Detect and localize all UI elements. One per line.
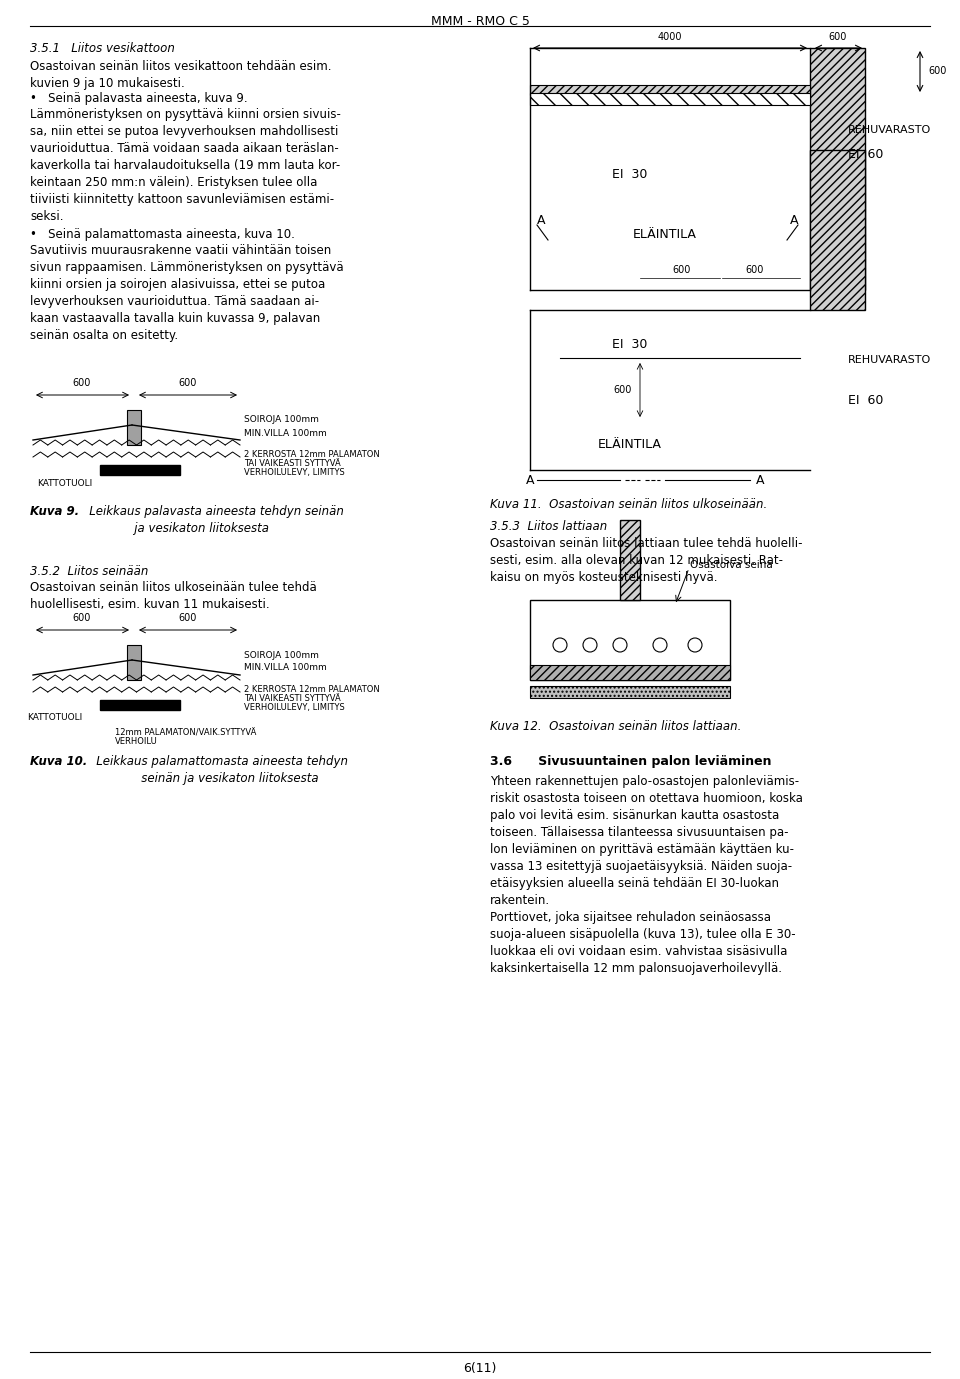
Text: 3.5.3  Liitos lattiaan: 3.5.3 Liitos lattiaan: [490, 520, 608, 534]
Text: EI  30: EI 30: [612, 168, 648, 182]
Text: VERHOILULEVY, LIMITYS: VERHOILULEVY, LIMITYS: [244, 703, 345, 712]
Text: Osastoivan seinän liitos vesikattoon tehdään esim.
kuvien 9 ja 10 mukaisesti.: Osastoivan seinän liitos vesikattoon teh…: [30, 61, 331, 90]
Bar: [127, 645, 141, 680]
Text: VERHOILU: VERHOILU: [115, 736, 157, 746]
Text: Savutiivis muurausrakenne vaatii vähintään toisen
sivun rappaamisen. Lämmönerist: Savutiivis muurausrakenne vaatii vähintä…: [30, 244, 344, 342]
Text: 600: 600: [73, 614, 91, 623]
Bar: [810, 150, 865, 310]
Text: 12mm PALAMATON/VAIK.SYTTYVÄ: 12mm PALAMATON/VAIK.SYTTYVÄ: [115, 728, 256, 736]
Text: Lämmöneristyksen on pysyttävä kiinni orsien sivuis-
sa, niin ettei se putoa levy: Lämmöneristyksen on pysyttävä kiinni ors…: [30, 108, 341, 223]
Text: MMM - RMO C 5: MMM - RMO C 5: [431, 15, 529, 28]
Bar: [530, 92, 810, 105]
Text: MIN.VILLA 100mm: MIN.VILLA 100mm: [244, 429, 326, 437]
Bar: [530, 685, 730, 698]
Text: 6(11): 6(11): [464, 1362, 496, 1375]
Text: A: A: [756, 473, 764, 487]
Text: Kuva 11.  Osastoivan seinän liitos ulkoseinään.: Kuva 11. Osastoivan seinän liitos ulkose…: [490, 498, 767, 512]
Text: REHUVARASTO: REHUVARASTO: [848, 354, 931, 365]
Text: 600: 600: [73, 378, 91, 387]
Text: Kuva 9.: Kuva 9.: [30, 505, 79, 519]
Text: 2 KERROSTA 12mm PALAMATON: 2 KERROSTA 12mm PALAMATON: [244, 685, 380, 694]
Text: Osastoivan seinän liitos ulkoseinään tulee tehdä
huolellisesti, esim. kuvan 11 m: Osastoivan seinän liitos ulkoseinään tul…: [30, 581, 317, 611]
Text: •   Seinä palamattomasta aineesta, kuva 10.: • Seinä palamattomasta aineesta, kuva 10…: [30, 228, 295, 241]
Text: 2 KERROSTA 12mm PALAMATON: 2 KERROSTA 12mm PALAMATON: [244, 450, 380, 459]
Text: Kuva 10.: Kuva 10.: [30, 754, 87, 768]
Text: SOIROJA 100mm: SOIROJA 100mm: [244, 651, 319, 659]
Text: Leikkaus palamattomasta aineesta tehdyn
               seinän ja vesikaton liito: Leikkaus palamattomasta aineesta tehdyn …: [85, 754, 348, 785]
Bar: [100, 465, 180, 474]
Text: 600: 600: [179, 614, 197, 623]
Text: A: A: [789, 214, 798, 226]
Text: ELÄINTILA: ELÄINTILA: [633, 229, 697, 241]
Text: 600: 600: [828, 32, 847, 41]
Text: 600: 600: [928, 66, 947, 76]
Text: A: A: [537, 214, 545, 226]
Bar: [100, 701, 180, 710]
Bar: [530, 85, 810, 95]
Text: EI  60: EI 60: [848, 149, 883, 161]
Text: Osastoivan seinän liitos lattiaan tulee tehdä huolelli-
sesti, esim. alla olevan: Osastoivan seinän liitos lattiaan tulee …: [490, 536, 803, 583]
Text: Yhteen rakennettujen palo-osastojen palonleviämis-
riskit osastosta toiseen on o: Yhteen rakennettujen palo-osastojen palo…: [490, 775, 803, 975]
Text: 3.5.2  Liitos seinään: 3.5.2 Liitos seinään: [30, 565, 149, 578]
Text: 600: 600: [613, 385, 632, 394]
Text: EI  60: EI 60: [848, 393, 883, 407]
Text: 3.5.1   Liitos vesikattoon: 3.5.1 Liitos vesikattoon: [30, 41, 175, 55]
Text: 600: 600: [746, 265, 764, 274]
Bar: [530, 665, 730, 680]
Text: 600: 600: [673, 265, 691, 274]
Text: A: A: [526, 473, 535, 487]
Text: TAI VAIKEASTI SYTTYVÄ: TAI VAIKEASTI SYTTYVÄ: [244, 459, 341, 467]
Text: EI  30: EI 30: [612, 338, 648, 352]
Bar: [810, 48, 865, 290]
Text: Kuva 12.  Osastoivan seinän liitos lattiaan.: Kuva 12. Osastoivan seinän liitos lattia…: [490, 720, 741, 734]
Text: 3.6      Sivusuuntainen palon leviäminen: 3.6 Sivusuuntainen palon leviäminen: [490, 754, 772, 768]
Bar: [530, 600, 730, 680]
Text: KATTOTUOLI: KATTOTUOLI: [28, 713, 83, 723]
Text: REHUVARASTO: REHUVARASTO: [848, 125, 931, 135]
Bar: [127, 410, 141, 445]
Text: KATTOTUOLI: KATTOTUOLI: [37, 479, 92, 488]
Text: MIN.VILLA 100mm: MIN.VILLA 100mm: [244, 663, 326, 673]
Text: Leikkaus palavasta aineesta tehdyn seinän
               ja vesikaton liitoksest: Leikkaus palavasta aineesta tehdyn seinä…: [78, 505, 344, 535]
Text: TAI VAIKEASTI SYTTYVÄ: TAI VAIKEASTI SYTTYVÄ: [244, 694, 341, 703]
Text: 600: 600: [179, 378, 197, 387]
Text: Osastoiva seinä: Osastoiva seinä: [690, 560, 773, 570]
Text: VERHOILULEVY, LIMITYS: VERHOILULEVY, LIMITYS: [244, 467, 345, 477]
Bar: [620, 520, 640, 600]
Text: SOIROJA 100mm: SOIROJA 100mm: [244, 415, 319, 425]
Text: ELÄINTILA: ELÄINTILA: [598, 439, 662, 451]
Text: •   Seinä palavasta aineesta, kuva 9.: • Seinä palavasta aineesta, kuva 9.: [30, 92, 248, 105]
Text: 4000: 4000: [658, 32, 683, 41]
